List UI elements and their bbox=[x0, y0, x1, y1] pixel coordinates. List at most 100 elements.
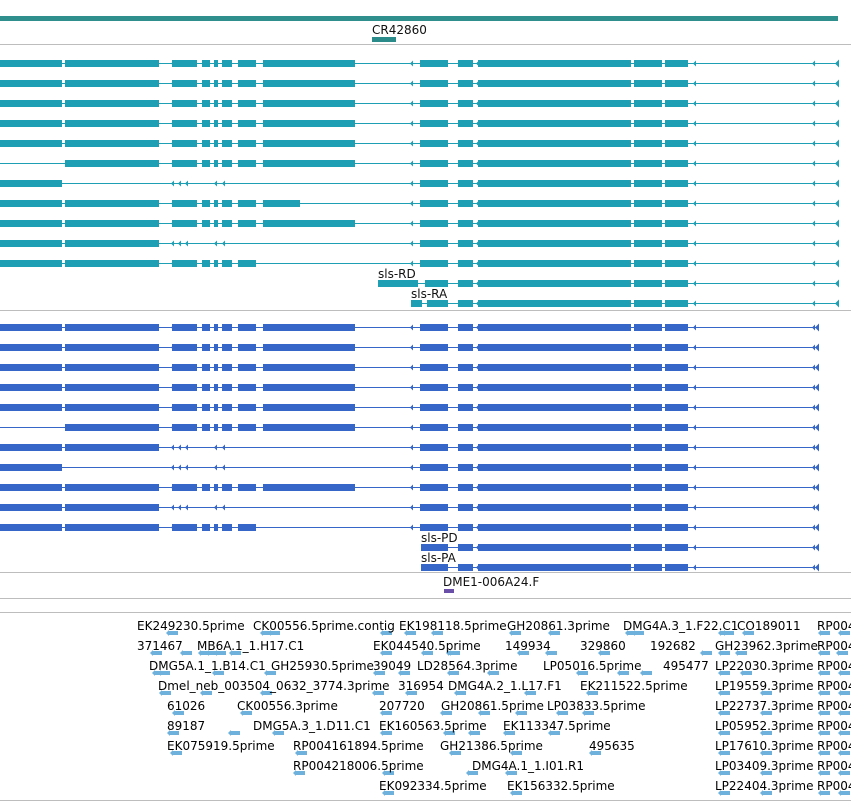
est-label[interactable]: GH25930.5prime bbox=[271, 659, 374, 673]
strand-arrow bbox=[445, 444, 448, 451]
exon-block bbox=[420, 260, 448, 267]
est-label[interactable]: RP004 bbox=[817, 639, 851, 653]
est-label[interactable]: CK00556.3prime bbox=[237, 699, 338, 713]
strand-arrow bbox=[171, 160, 174, 167]
est-label[interactable]: GH20861.3prime bbox=[507, 619, 610, 633]
est-label[interactable]: RP004 bbox=[817, 719, 851, 733]
exon-block bbox=[65, 80, 159, 87]
est-label[interactable]: EK249230.5prime bbox=[137, 619, 245, 633]
est-label[interactable]: MB6A.1_1.H17.C1 bbox=[197, 639, 305, 653]
strand-arrow bbox=[812, 60, 815, 67]
exon-block bbox=[478, 464, 631, 471]
est-label[interactable]: GH20861.5prime bbox=[441, 699, 544, 713]
exon-block bbox=[263, 324, 355, 331]
est-glyph bbox=[548, 630, 551, 636]
est-label[interactable]: RP004 bbox=[817, 779, 851, 793]
est-label[interactable]: RP004 bbox=[817, 659, 851, 673]
est-label[interactable]: RP004 bbox=[817, 679, 851, 693]
est-label[interactable]: DMG5A.1_1.B14.C1 bbox=[149, 659, 266, 673]
est-label[interactable]: EK156332.5prime bbox=[507, 779, 615, 793]
est-label[interactable]: LD28564.3prime bbox=[417, 659, 518, 673]
est-label[interactable]: RP004161894.5prime bbox=[293, 739, 424, 753]
strand-arrow bbox=[214, 384, 217, 391]
strand-arrow bbox=[171, 404, 174, 411]
est-label[interactable]: LP05016.5prime bbox=[543, 659, 642, 673]
est-glyph-bar bbox=[383, 651, 392, 655]
est-label[interactable]: DMG4A.3_1.F22.C1 bbox=[623, 619, 739, 633]
est-label[interactable]: 39049 bbox=[373, 659, 412, 673]
strand-arrow bbox=[812, 324, 815, 331]
est-label[interactable]: LP03409.3prime bbox=[715, 759, 814, 773]
exon-block bbox=[65, 120, 159, 127]
est-label[interactable]: EK198118.5prime bbox=[399, 619, 507, 633]
est-glyph bbox=[740, 670, 743, 676]
est-label[interactable]: RP004 bbox=[817, 699, 851, 713]
strand-arrow bbox=[171, 424, 174, 431]
est-label[interactable]: LP03833.5prime bbox=[547, 699, 646, 713]
est-glyph bbox=[166, 630, 169, 636]
est-label[interactable]: RP004 bbox=[817, 759, 851, 773]
est-label[interactable]: LP22404.3prime bbox=[715, 779, 814, 793]
est-glyph-bar bbox=[446, 731, 455, 735]
strand-arrow bbox=[476, 424, 479, 431]
exon-block bbox=[238, 524, 256, 531]
est-label[interactable]: EK113347.5prime bbox=[503, 719, 611, 733]
transcript-end-arrow bbox=[835, 239, 839, 248]
est-label[interactable]: DMG5A.3_1.D11.C1 bbox=[253, 719, 371, 733]
strand-arrow bbox=[222, 324, 225, 331]
exon-block bbox=[458, 100, 473, 107]
strand-arrow bbox=[222, 240, 225, 247]
strand-arrow bbox=[410, 180, 413, 187]
est-label[interactable]: 329860 bbox=[580, 639, 626, 653]
strand-arrow bbox=[214, 524, 217, 531]
est-glyph bbox=[260, 690, 263, 696]
est-label[interactable]: 192682 bbox=[650, 639, 696, 653]
est-label[interactable]: EK044540.5prime bbox=[373, 639, 481, 653]
est-label[interactable]: 61026 bbox=[167, 699, 206, 713]
est-label[interactable]: EK211522.5prime bbox=[580, 679, 688, 693]
est-label[interactable]: RP004 bbox=[817, 619, 851, 633]
est-glyph-bar bbox=[763, 751, 772, 755]
est-label[interactable]: 89187 bbox=[167, 719, 206, 733]
est-glyph bbox=[517, 650, 520, 656]
strand-arrow bbox=[178, 384, 181, 391]
est-label[interactable]: 316954 bbox=[398, 679, 444, 693]
exon-block bbox=[458, 120, 473, 127]
est-label[interactable]: 149934 bbox=[505, 639, 551, 653]
est-label[interactable]: DMG4A.2_1.L17.F1 bbox=[448, 679, 562, 693]
est-label[interactable]: Dmel_neb_003504_0632_3774.3prime bbox=[158, 679, 390, 693]
transcript-end-arrow bbox=[815, 563, 819, 572]
est-label[interactable]: EK160563.5prime bbox=[379, 719, 487, 733]
strand-arrow bbox=[222, 220, 225, 227]
est-label[interactable]: 495635 bbox=[589, 739, 635, 753]
est-label[interactable]: DMG4A.1_1.I01.R1 bbox=[472, 759, 585, 773]
est-glyph-bar bbox=[267, 671, 276, 675]
est-label[interactable]: CK00556.5prime.contig bbox=[253, 619, 395, 633]
est-label[interactable]: 495477 bbox=[663, 659, 709, 673]
strand-arrow bbox=[693, 280, 696, 287]
strand-arrow bbox=[812, 180, 815, 187]
exon-block bbox=[478, 564, 631, 571]
est-label[interactable]: RP004 bbox=[817, 739, 851, 753]
est-label[interactable]: LP19559.3prime bbox=[715, 679, 814, 693]
est-label[interactable]: CO189011 bbox=[737, 619, 801, 633]
exon-block bbox=[0, 120, 62, 127]
est-label[interactable]: LP22737.3prime bbox=[715, 699, 814, 713]
est-label[interactable]: LP17610.3prime bbox=[715, 739, 814, 753]
est-label[interactable]: LP22030.3prime bbox=[715, 659, 814, 673]
est-label[interactable]: RP004218006.5prime bbox=[293, 759, 424, 773]
est-label[interactable]: 371467 bbox=[137, 639, 183, 653]
strand-arrow bbox=[410, 280, 413, 287]
strand-arrow bbox=[410, 100, 413, 107]
est-label[interactable]: EK075919.5prime bbox=[167, 739, 275, 753]
strand-arrow bbox=[214, 100, 217, 107]
strand-arrow bbox=[222, 180, 225, 187]
est-label[interactable]: GH21386.5prime bbox=[440, 739, 543, 753]
est-glyph bbox=[158, 670, 161, 676]
exon-block bbox=[634, 364, 662, 371]
est-label[interactable]: EK092334.5prime bbox=[379, 779, 487, 793]
strand-arrow bbox=[812, 444, 815, 451]
est-label[interactable]: LP05952.3prime bbox=[715, 719, 814, 733]
est-label[interactable]: 207720 bbox=[379, 699, 425, 713]
est-label[interactable]: GH23962.3prime bbox=[715, 639, 818, 653]
